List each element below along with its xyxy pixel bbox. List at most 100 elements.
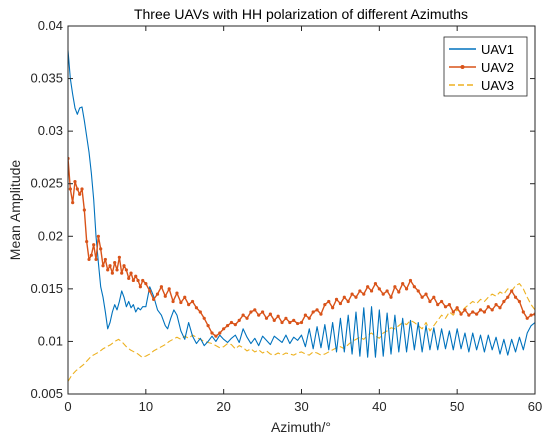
data-point-uav2: [101, 264, 105, 268]
y-tick-label: 0.03: [38, 123, 63, 138]
data-point-uav2: [113, 260, 117, 265]
data-point-uav2: [136, 278, 140, 283]
data-point-uav2: [241, 313, 245, 317]
data-point-uav2: [467, 313, 471, 317]
data-point-uav2: [110, 271, 114, 275]
data-point-uav2: [412, 285, 416, 289]
data-point-uav2: [416, 289, 420, 293]
data-point-uav2: [73, 180, 77, 184]
x-tick-label: 30: [294, 399, 308, 414]
data-point-uav2: [264, 316, 269, 320]
x-tick-label: 0: [64, 399, 71, 414]
data-point-uav2: [373, 282, 378, 286]
y-tick-label: 0.01: [38, 333, 63, 348]
legend-label-uav1: UAV1: [481, 42, 514, 57]
data-point-uav2: [190, 299, 195, 304]
data-point-uav2: [257, 313, 261, 317]
data-point-uav2: [131, 278, 135, 283]
data-point-uav2: [237, 318, 241, 322]
data-point-uav2: [115, 268, 119, 272]
data-point-uav2: [513, 295, 518, 299]
data-point-uav2: [292, 318, 296, 322]
data-point-uav2: [268, 312, 272, 316]
data-point-uav2: [408, 278, 413, 283]
y-tick-label: 0.035: [30, 71, 63, 86]
data-point-uav2: [138, 285, 142, 289]
data-point-uav2: [229, 320, 234, 325]
data-point-uav2: [510, 289, 514, 293]
data-point-uav2: [117, 255, 121, 259]
data-point-uav2: [307, 316, 311, 320]
data-point-uav2: [494, 303, 498, 307]
data-point-uav2: [404, 287, 409, 291]
data-point-uav2: [459, 312, 463, 316]
data-point-uav2: [163, 294, 167, 298]
legend-label-uav2: UAV2: [481, 60, 514, 75]
data-point-uav2: [175, 291, 179, 295]
data-point-uav2: [436, 303, 440, 307]
data-point-uav2: [187, 303, 191, 307]
data-point-uav2: [129, 271, 133, 275]
data-point-uav2: [202, 316, 206, 320]
x-tick-label: 40: [372, 399, 386, 414]
data-point-uav2: [108, 264, 112, 268]
x-tick-label: 60: [528, 399, 542, 414]
data-point-uav2: [517, 299, 522, 304]
data-point-uav2: [354, 295, 358, 299]
y-axis-title: Mean Amplitude: [7, 160, 23, 261]
y-tick-label: 0.025: [30, 176, 63, 191]
data-point-uav2: [315, 308, 319, 312]
data-point-uav2: [440, 299, 444, 304]
data-point-uav2: [159, 285, 163, 289]
data-point-uav2: [296, 321, 300, 326]
data-point-uav2: [80, 187, 84, 191]
data-point-uav2: [249, 310, 253, 314]
data-point-uav2: [71, 201, 75, 205]
data-point-uav2: [148, 289, 152, 293]
data-point-uav2: [179, 300, 183, 305]
x-tick-label: 50: [450, 399, 464, 414]
data-point-uav2: [127, 276, 131, 280]
x-axis: 0 10 20 30 40 50 60: [64, 26, 542, 414]
data-point-uav2: [214, 334, 218, 338]
data-point-uav2: [171, 299, 175, 304]
data-point-uav2: [443, 305, 448, 309]
chart-title: Three UAVs with HH polarization of diffe…: [134, 6, 468, 22]
data-point-uav2: [122, 264, 126, 268]
data-point-uav2: [225, 324, 230, 328]
data-point-uav2: [463, 308, 467, 312]
data-point-uav2: [233, 323, 237, 327]
data-point-uav2: [103, 257, 107, 262]
data-point-uav2: [85, 239, 89, 244]
data-point-uav2: [346, 299, 350, 304]
data-point-uav2: [124, 268, 128, 272]
data-point-uav2: [82, 208, 86, 212]
data-point-uav2: [152, 297, 156, 301]
data-point-uav2: [106, 268, 110, 272]
data-point-uav2: [319, 312, 323, 316]
x-axis-title: Azimuth/°: [271, 419, 331, 435]
data-point-uav2: [350, 292, 354, 296]
data-point-uav2: [521, 310, 525, 314]
data-point-uav2: [222, 327, 226, 331]
data-point-uav2: [272, 318, 276, 322]
data-point-uav2: [428, 299, 432, 304]
data-point-uav2: [89, 253, 93, 257]
data-point-uav2: [288, 320, 292, 325]
data-point-uav2: [377, 287, 381, 291]
data-point-uav2: [299, 320, 304, 325]
data-point-uav2: [506, 295, 510, 299]
data-point-uav2: [99, 247, 103, 251]
data-point-uav2: [218, 331, 222, 335]
x-tick-label: 10: [139, 399, 153, 414]
data-point-uav2: [327, 299, 331, 304]
data-point-uav2: [362, 292, 366, 296]
data-point-uav2: [260, 310, 265, 314]
data-point-uav2: [194, 306, 199, 310]
data-point-uav2: [397, 290, 401, 294]
data-point-uav2: [311, 310, 315, 314]
legend: UAV1 UAV2 UAV3: [443, 36, 528, 97]
data-point-uav2: [303, 313, 307, 317]
data-point-uav2: [498, 306, 502, 310]
data-point-uav2: [75, 187, 79, 191]
